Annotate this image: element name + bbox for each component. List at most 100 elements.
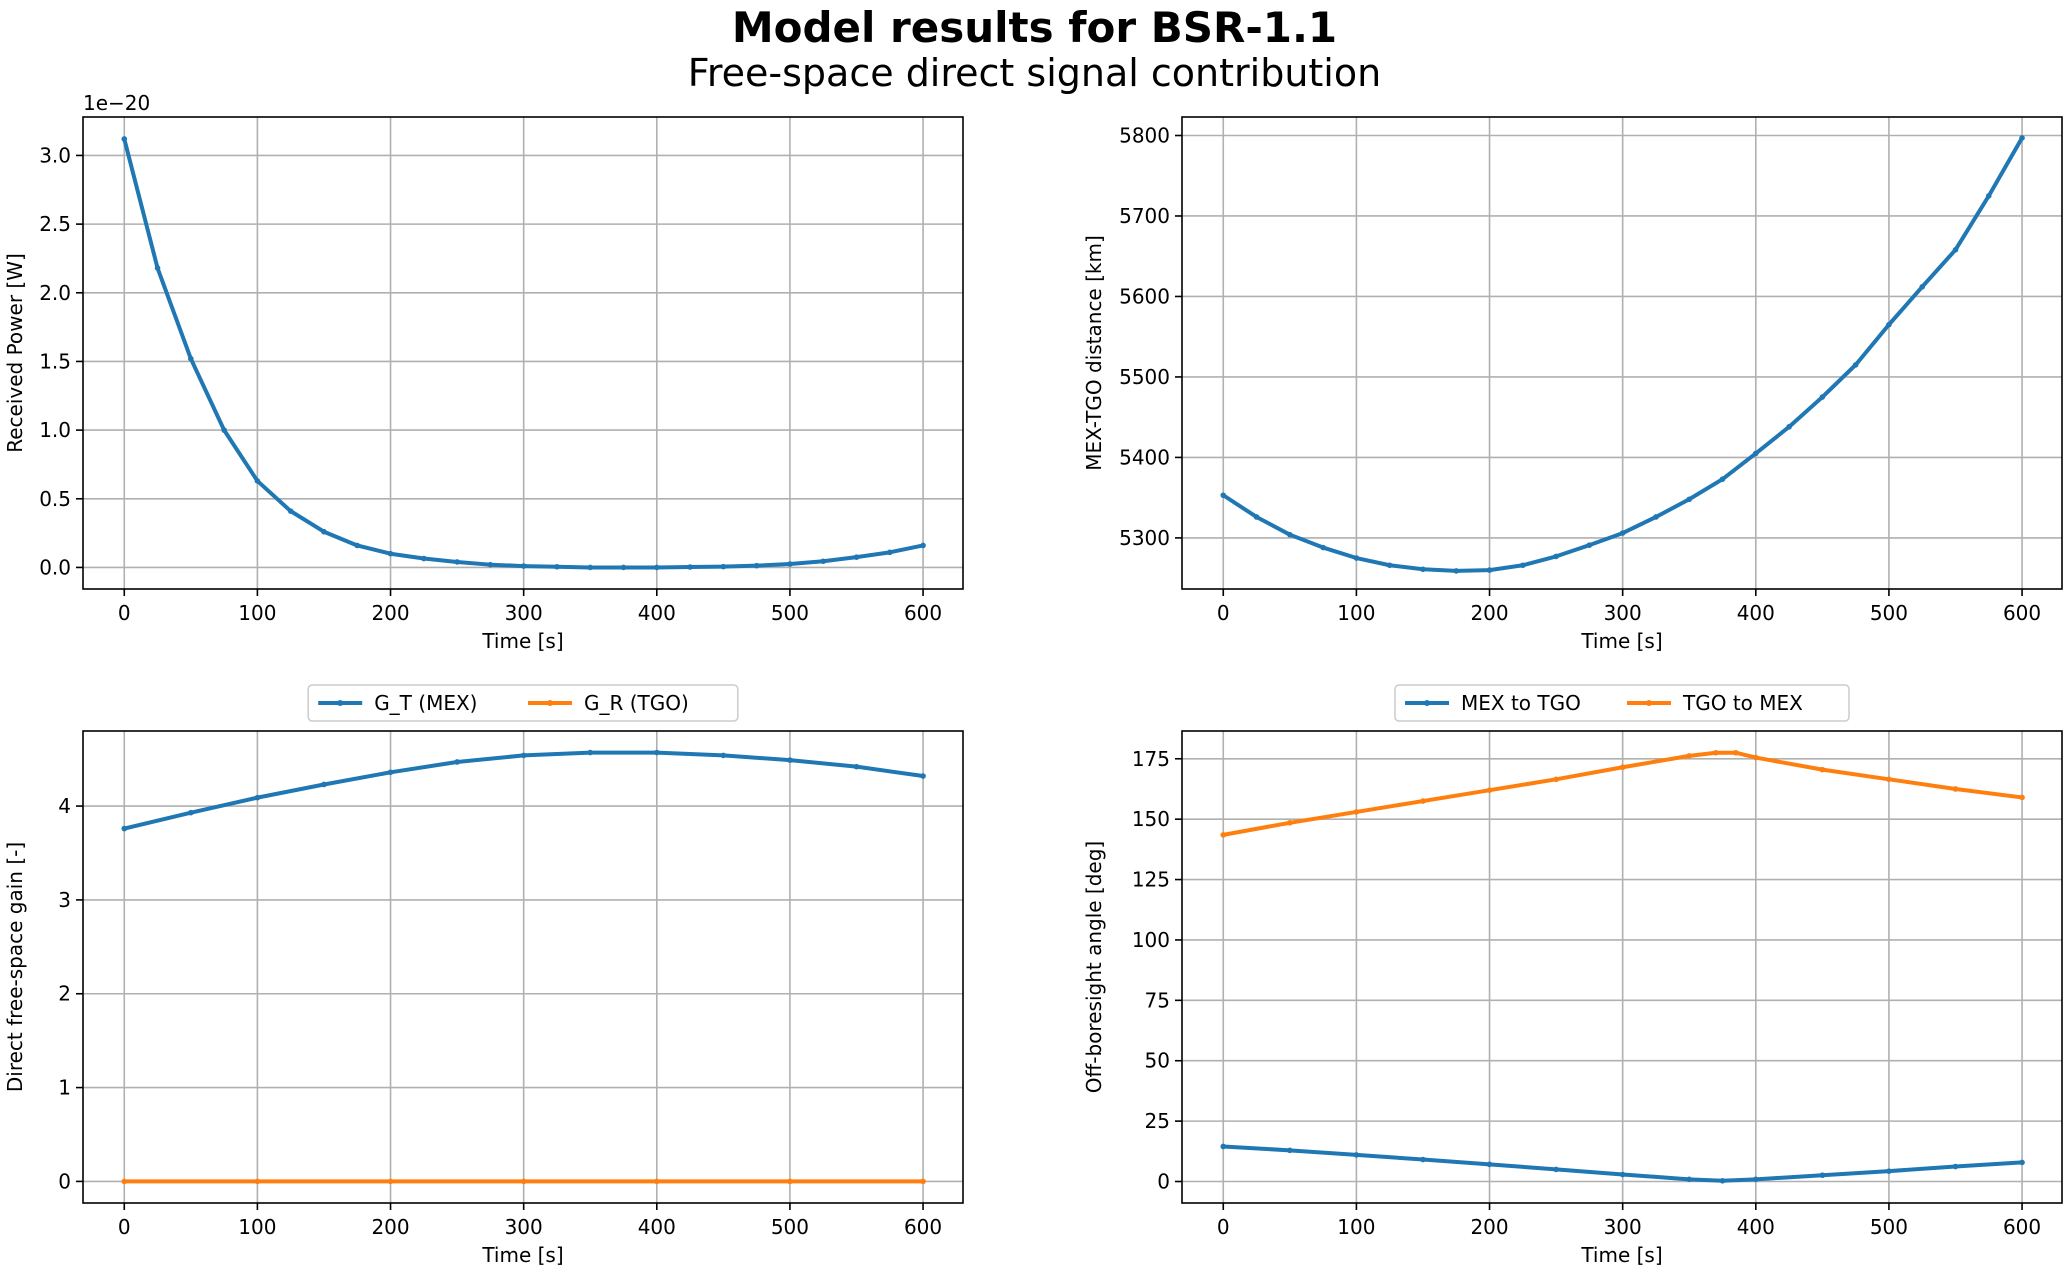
y-tick-label: 0.0 (39, 555, 71, 579)
data-point (188, 355, 194, 362)
x-tick-label: 0 (118, 1215, 131, 1239)
data-point (1420, 798, 1426, 804)
data-point (587, 564, 594, 571)
data-point (653, 749, 660, 756)
data-point (1353, 555, 1360, 561)
y-tick-label: 5700 (1119, 204, 1170, 228)
legend-marker (337, 700, 344, 706)
data-point (1752, 754, 1759, 761)
data-point (787, 1178, 793, 1185)
data-point (587, 749, 594, 756)
data-point (321, 781, 327, 788)
x-tick-label: 200 (371, 1215, 409, 1239)
y-tick-label: 100 (1132, 928, 1170, 952)
data-point (121, 825, 128, 832)
data-point (2019, 135, 2025, 141)
y-tick-label: 125 (1132, 868, 1170, 892)
data-point (1919, 284, 1926, 290)
y-tick-label: 3.0 (39, 143, 71, 167)
x-tick-label: 300 (1604, 1215, 1642, 1239)
data-point (687, 564, 693, 570)
y-axis-label: Received Power [W] (3, 253, 27, 453)
legend-label: MEX to TGO (1461, 691, 1581, 715)
data-point (1353, 809, 1360, 815)
x-tick-label: 600 (2003, 601, 2041, 625)
y-tick-label: 1.5 (39, 349, 71, 373)
figure-subtitle: Free-space direct signal contribution (687, 51, 1382, 95)
data-point (520, 563, 527, 569)
legend-box (1394, 684, 1850, 722)
x-tick-label: 300 (505, 601, 543, 625)
data-point (787, 757, 793, 763)
x-tick-label: 0 (1217, 1215, 1230, 1239)
data-point (1752, 450, 1759, 457)
data-point (1220, 1143, 1227, 1150)
x-tick-label: 500 (771, 1215, 809, 1239)
data-point (1819, 766, 1826, 773)
data-point (1553, 1166, 1559, 1173)
data-point (1420, 1156, 1426, 1163)
data-point (886, 549, 893, 556)
data-point (1553, 553, 1559, 560)
data-point (1786, 424, 1792, 430)
data-point (1719, 1177, 1726, 1184)
gain-panel: 0 100 200 300 400 500 600 0 1 2 3 4 Time [s] Direct f… (3, 684, 964, 1267)
x-tick-label: 0 (1217, 601, 1230, 625)
data-point (387, 1178, 394, 1185)
data-point (454, 559, 460, 565)
data-point (653, 1178, 660, 1185)
data-point (487, 561, 494, 568)
data-point (720, 752, 727, 759)
data-point (1952, 1163, 1959, 1170)
axis-offset-text: 1e−20 (83, 91, 150, 115)
data-point (1287, 1147, 1293, 1154)
y-tick-label: 5500 (1119, 365, 1170, 389)
x-tick-label: 400 (638, 601, 676, 625)
x-tick-label: 500 (1870, 601, 1908, 625)
data-point (1686, 753, 1693, 759)
x-tick-label: 200 (371, 601, 409, 625)
data-point (853, 763, 860, 770)
y-tick-label: 5400 (1119, 445, 1170, 469)
data-point (421, 555, 427, 562)
x-tick-label: 200 (1470, 601, 1508, 625)
x-tick-label: 200 (1470, 1215, 1508, 1239)
legend-label: G_T (MEX) (374, 691, 477, 715)
data-point (1287, 531, 1293, 538)
data-point (354, 542, 361, 549)
data-point (1886, 1168, 1892, 1174)
y-tick-label: 175 (1132, 747, 1170, 771)
data-point (1619, 1171, 1626, 1178)
y-tick-label: 5800 (1119, 124, 1170, 148)
data-point (1520, 562, 1526, 569)
x-tick-label: 300 (505, 1215, 543, 1239)
legend-marker (1646, 700, 1652, 706)
data-point (1653, 514, 1659, 520)
data-point (387, 769, 394, 776)
x-tick-label: 400 (1737, 601, 1775, 625)
x-axis-label: Time [s] (1580, 629, 1662, 653)
y-tick-label: 4 (58, 794, 71, 818)
y-tick-label: 150 (1132, 807, 1170, 831)
data-point (853, 554, 860, 560)
y-tick-label: 50 (1145, 1049, 1170, 1073)
data-point (1486, 1161, 1493, 1168)
series-line-0 (1221, 1144, 2025, 1183)
legend-marker (547, 700, 553, 706)
data-point (720, 563, 727, 570)
data-point (1253, 514, 1260, 520)
data-point (920, 542, 926, 549)
data-point (221, 427, 227, 433)
x-axis-label: Time [s] (1580, 1243, 1662, 1267)
data-point (454, 759, 460, 765)
y-axis-label: Off-boresight angle [deg] (1082, 841, 1106, 1093)
data-point (2019, 794, 2025, 801)
data-point (653, 564, 660, 571)
y-tick-label: 2.0 (39, 281, 71, 305)
y-axis-label: MEX-TGO distance [km] (1082, 235, 1106, 471)
x-tick-label: 100 (238, 601, 276, 625)
x-tick-label: 300 (1604, 601, 1642, 625)
legend: G_T (MEX) G_R (TGO) (307, 684, 739, 722)
data-point (1586, 542, 1593, 548)
